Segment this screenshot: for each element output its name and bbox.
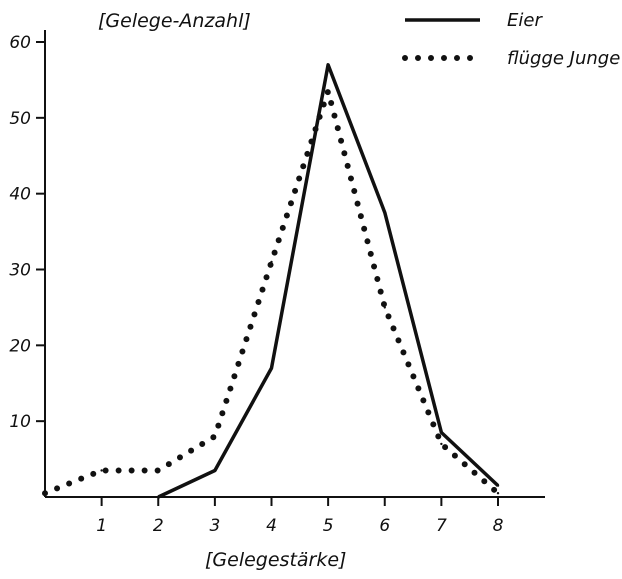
legend-label-eier: Eier bbox=[507, 10, 543, 31]
data-point-fluegge-junge bbox=[213, 435, 217, 438]
data-point-fluegge-junge bbox=[100, 469, 103, 472]
x-tick-label: 2 bbox=[153, 516, 164, 536]
legend: Eier flügge Junge bbox=[402, 10, 620, 69]
data-point-fluegge-junge bbox=[326, 90, 330, 93]
y-tick-label: 50 bbox=[9, 109, 31, 129]
y-tick-label: 10 bbox=[9, 412, 31, 432]
y-axis-title: [Gelege-Anzahl] bbox=[98, 10, 251, 32]
y-tick-label: 60 bbox=[9, 33, 31, 53]
data-point-eier bbox=[326, 63, 330, 66]
x-tick-label: 8 bbox=[493, 516, 504, 536]
y-tick-label: 20 bbox=[9, 336, 31, 356]
data-series bbox=[42, 63, 501, 499]
legend-label-fluegge-junge: flügge Junge bbox=[507, 48, 620, 69]
x-tick-label: 1 bbox=[96, 516, 107, 536]
x-tick-label: 4 bbox=[266, 516, 277, 536]
data-point-fluegge-junge bbox=[496, 492, 500, 495]
y-tick-label: 30 bbox=[9, 261, 31, 281]
axis-tick-labels: 1 2 3 4 5 6 7 8 10 20 30 40 50 60 bbox=[9, 33, 503, 536]
data-point-fluegge-junge bbox=[157, 469, 160, 472]
data-point-eier bbox=[496, 484, 500, 487]
x-axis-title: [Gelegestärke] bbox=[205, 549, 346, 571]
data-point-fluegge-junge bbox=[270, 260, 273, 264]
x-tick-label: 6 bbox=[379, 516, 390, 536]
data-point-fluegge-junge bbox=[43, 492, 47, 495]
x-tick-label: 7 bbox=[436, 516, 447, 536]
data-point-fluegge-junge bbox=[383, 306, 386, 309]
data-point-eier bbox=[157, 495, 160, 499]
data-point-eier bbox=[213, 469, 217, 472]
data-point-eier bbox=[270, 366, 273, 370]
y-tick-label: 40 bbox=[9, 185, 31, 205]
data-point-fluegge-junge bbox=[440, 442, 443, 446]
data-point-eier bbox=[440, 431, 443, 434]
series-line-eier bbox=[157, 63, 500, 499]
axis-ticks bbox=[36, 41, 499, 506]
x-tick-label: 5 bbox=[323, 516, 334, 536]
x-tick-label: 3 bbox=[209, 516, 220, 536]
series-line-fluegge-junge bbox=[42, 80, 501, 497]
data-point-eier bbox=[383, 211, 386, 214]
